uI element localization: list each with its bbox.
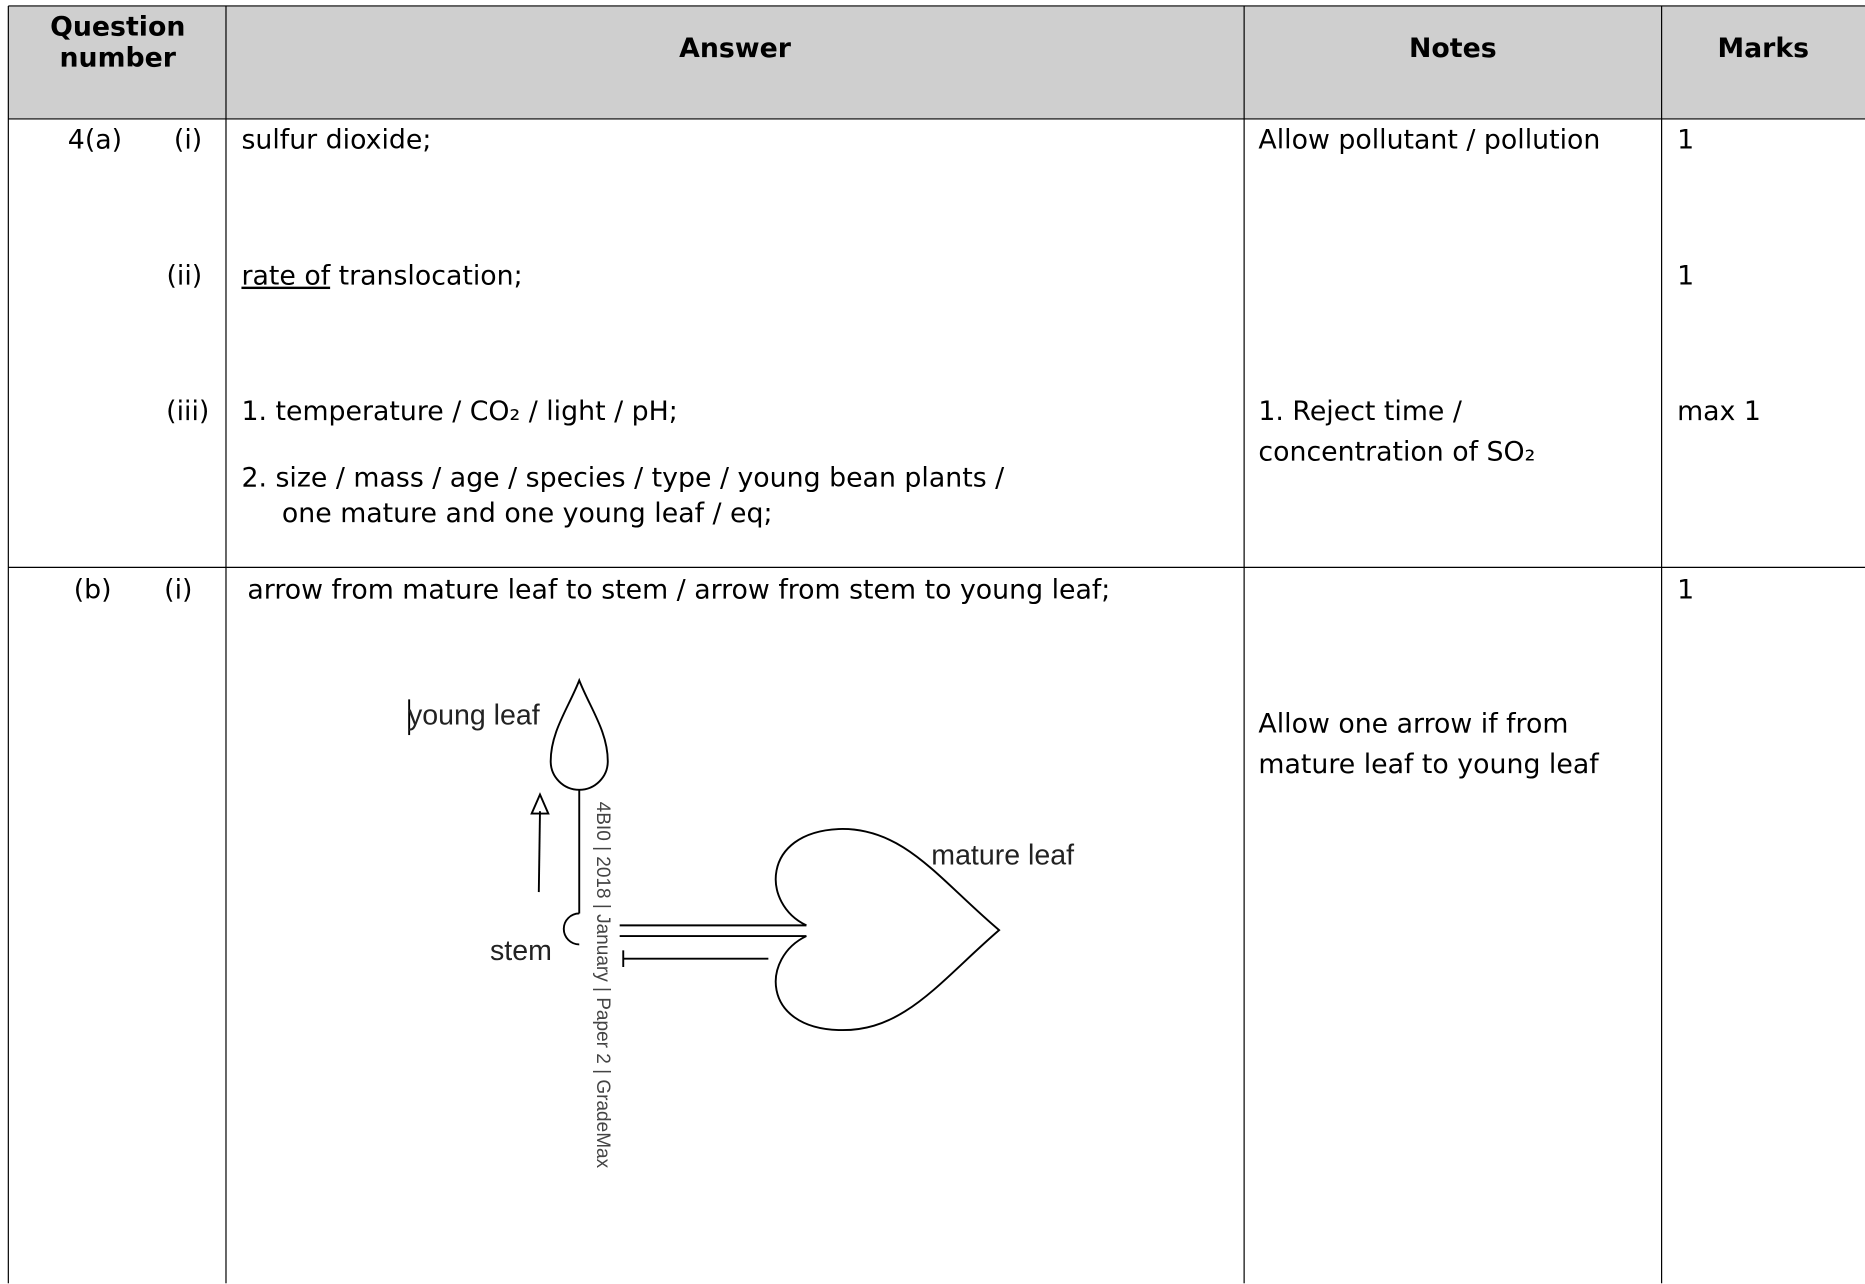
part-number: (i) — [164, 574, 193, 606]
answer-text: sulfur dioxide; — [241, 124, 432, 156]
notes-text: Allow pollutant / pollution — [1258, 124, 1601, 156]
notes-text: 1. Reject time / — [1258, 396, 1462, 427]
diagram — [408, 677, 1001, 1031]
answer-text: rate of translocation; — [241, 260, 522, 291]
header-question-number: Question number — [50, 11, 186, 74]
notes-text: concentration of SO₂ — [1258, 436, 1536, 468]
marks-text: max 1 — [1677, 396, 1761, 427]
part-number: (iii) — [166, 396, 210, 427]
part-number: (ii) — [166, 260, 203, 292]
watermark: 4BI0 | 2018 | January | Paper 2 | GradeM… — [592, 802, 613, 1169]
young-leaf-shape — [549, 677, 609, 791]
answer-text: one mature and one young leaf / eq; — [281, 498, 773, 530]
stem-section — [562, 912, 580, 946]
arrow — [537, 811, 541, 893]
notes-text: mature leaf to young leaf — [1258, 749, 1599, 781]
notes-text: Allow one arrow if from — [1258, 708, 1569, 740]
answer-text: 2. size / mass / age / species / type / … — [241, 462, 1005, 494]
answer-rest: translocation; — [330, 260, 523, 292]
marks-text: 1 — [1677, 574, 1695, 606]
label-young-leaf: young leaf — [408, 699, 540, 731]
mature-leaf-shape — [774, 828, 1001, 1031]
marks-text: 1 — [1677, 260, 1695, 292]
question-number: (b) — [73, 574, 112, 606]
answer-text: arrow from mature leaf to stem / arrow f… — [247, 574, 1111, 606]
header-background — [8, 5, 1865, 119]
label-stem: stem — [490, 935, 552, 967]
answer-text: 1. temperature / CO₂ / light / pH; — [241, 396, 678, 427]
label-mature-leaf: mature leaf — [931, 840, 1074, 872]
part-number: (i) — [173, 124, 203, 156]
question-number: 4(a) — [67, 124, 123, 156]
header-answer: Answer — [679, 33, 791, 65]
marks-text: 1 — [1677, 124, 1695, 156]
header-notes: Notes — [1409, 33, 1497, 65]
header-marks: Marks — [1717, 33, 1810, 65]
arrowhead — [530, 792, 550, 815]
answer-underlined: rate of — [241, 260, 331, 292]
